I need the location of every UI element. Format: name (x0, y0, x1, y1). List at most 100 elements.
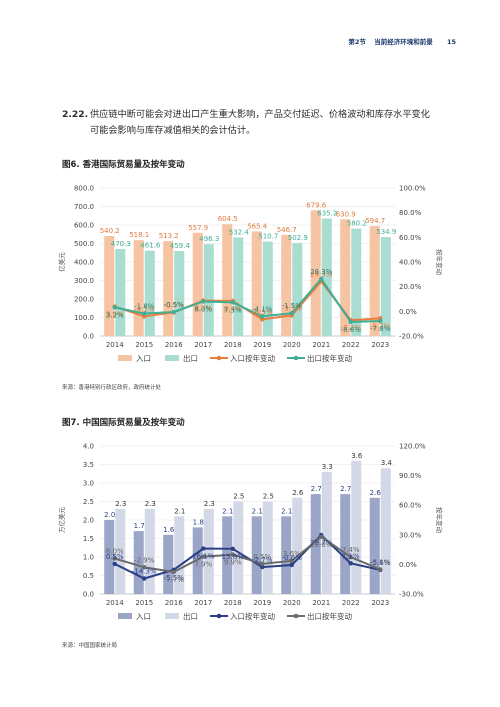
legend-swatch (165, 613, 179, 619)
y2-tick-label: 20.0% (399, 283, 422, 291)
bar (104, 236, 115, 336)
bar-value-label: 461.6 (140, 242, 161, 250)
x-tick-label: 2020 (283, 599, 301, 607)
paragraph-2-22: 2.22. 供应链中断可能会对进出口产生重大影响，产品交付延迟、价格波动和库存水平… (62, 107, 462, 139)
x-tick-label: 2021 (312, 599, 330, 607)
bar-value-label: 2.1 (174, 507, 185, 515)
y-tick-label: 700.0 (74, 203, 94, 211)
y2-axis-title: 按年变动 (435, 507, 444, 534)
page-header: 第2节 当前经济环境和前景 15 (348, 36, 456, 46)
line-point (378, 318, 383, 324)
bar-value-label: 2.7 (340, 485, 351, 493)
line-point (230, 546, 235, 552)
y2-tick-label: 80.0% (399, 209, 422, 217)
bar (281, 516, 292, 594)
bar-value-label: 496.3 (199, 235, 219, 243)
line-value-label: -5.7% (370, 322, 391, 330)
bar-value-label: 1.8 (193, 518, 204, 526)
bar (380, 468, 391, 594)
bar (369, 225, 380, 336)
bar (192, 232, 203, 336)
line-value-label: 26.3% (310, 268, 333, 276)
line-point (289, 558, 294, 564)
y2-tick-label: 60.0% (399, 502, 422, 510)
bar (133, 531, 144, 594)
legend-swatch (118, 613, 132, 619)
y2-axis-title: 按年变动 (435, 249, 444, 276)
bar-value-label: 2.6 (370, 489, 382, 497)
line-value-label: -2.7% (252, 556, 273, 564)
bar-value-label: 502.9 (288, 234, 308, 242)
bar-value-label: 2.1 (222, 507, 233, 515)
figure-6-title: 图6. 香港国际贸易量及按年变动 (62, 160, 185, 170)
bar-value-label: 1.7 (134, 522, 145, 530)
bar-value-label: 635.2 (317, 209, 337, 217)
x-tick-label: 2023 (371, 341, 389, 349)
bar (262, 501, 273, 594)
y-tick-label: 800.0 (74, 185, 94, 193)
x-tick-label: 2021 (312, 341, 330, 349)
y-axis-title: 万亿美元 (57, 507, 66, 534)
y-tick-label: 2.5 (83, 498, 94, 506)
y2-tick-label: -20.0% (399, 333, 424, 341)
legend-swatch (216, 613, 222, 619)
line-point (112, 556, 117, 561)
x-tick-label: 2022 (342, 599, 360, 607)
paragraph-line-1: 供应链中断可能会对进出口产生重大影响，产品交付延迟、价格波动和库存水平变化 (90, 109, 430, 120)
bar-value-label: 2.7 (311, 485, 322, 493)
bar-value-label: 540.2 (100, 227, 120, 235)
line-point (260, 561, 265, 567)
bar (292, 242, 303, 336)
bar (251, 231, 262, 336)
x-tick-label: 2019 (253, 341, 271, 349)
line-value-label: 28.0% (310, 541, 333, 549)
y-tick-label: 300.0 (74, 277, 94, 285)
bar-value-label: 594.7 (365, 217, 385, 225)
bar-value-label: 459.4 (170, 242, 191, 250)
chart-hk-trade: 0.0 100.0 200.0 300.0 400.0 500.0 600.0 700.0 80… (57, 185, 444, 364)
bar-value-label: 604.5 (218, 215, 238, 223)
line-point (171, 569, 176, 575)
line-value-label: 16.1% (192, 553, 215, 561)
x-tick-label: 2023 (371, 599, 389, 607)
bar-value-label: 2.5 (233, 493, 244, 501)
line-point (289, 562, 294, 568)
line-value-label: -7.2% (341, 324, 362, 332)
line-point (378, 567, 383, 572)
line-value-label: -1.5% (282, 302, 303, 310)
line-value-label: 3.9% (106, 311, 124, 319)
x-tick-label: 2016 (165, 341, 183, 349)
x-tick-label: 2018 (224, 599, 242, 607)
bar (321, 471, 332, 594)
legend-label: 入口 (136, 612, 151, 621)
y-tick-label: 1.5 (83, 535, 94, 543)
line-point (348, 561, 353, 566)
line-point (112, 305, 117, 310)
paragraph-line-2: 可能会影响与库存减值相关的会计估计。 (90, 125, 256, 136)
bar-value-label: 580.2 (347, 220, 367, 228)
y-tick-label: 100.0 (74, 314, 94, 322)
y-tick-label: 4.0 (83, 443, 94, 451)
x-tick-label: 2015 (135, 341, 153, 349)
bar-value-label: 2.0 (104, 511, 115, 519)
bar (192, 527, 203, 594)
x-tick-label: 2022 (342, 341, 360, 349)
y-tick-label: 500.0 (74, 240, 94, 248)
series-line (114, 535, 381, 574)
line-value-label: 9.9% (224, 559, 242, 567)
legend-label: 出口 (183, 353, 198, 363)
bar-value-label: 557.9 (188, 224, 208, 232)
line-value-label: -0.6% (282, 554, 303, 562)
line-value-label: -7.8% (370, 325, 391, 333)
line-value-label: -7.7% (164, 576, 185, 584)
bar (174, 516, 185, 594)
figure-7-source: 来源：中国国家统计局 (62, 643, 118, 649)
y-tick-label: 200.0 (74, 296, 94, 304)
bar (144, 508, 155, 594)
y-tick-label: 0.0 (83, 591, 94, 599)
header-section: 第2节 (348, 38, 366, 46)
bar (340, 494, 351, 594)
bar-value-label: 2.3 (115, 500, 126, 508)
line-point (348, 554, 353, 560)
bar-value-label: 565.4 (247, 222, 268, 230)
